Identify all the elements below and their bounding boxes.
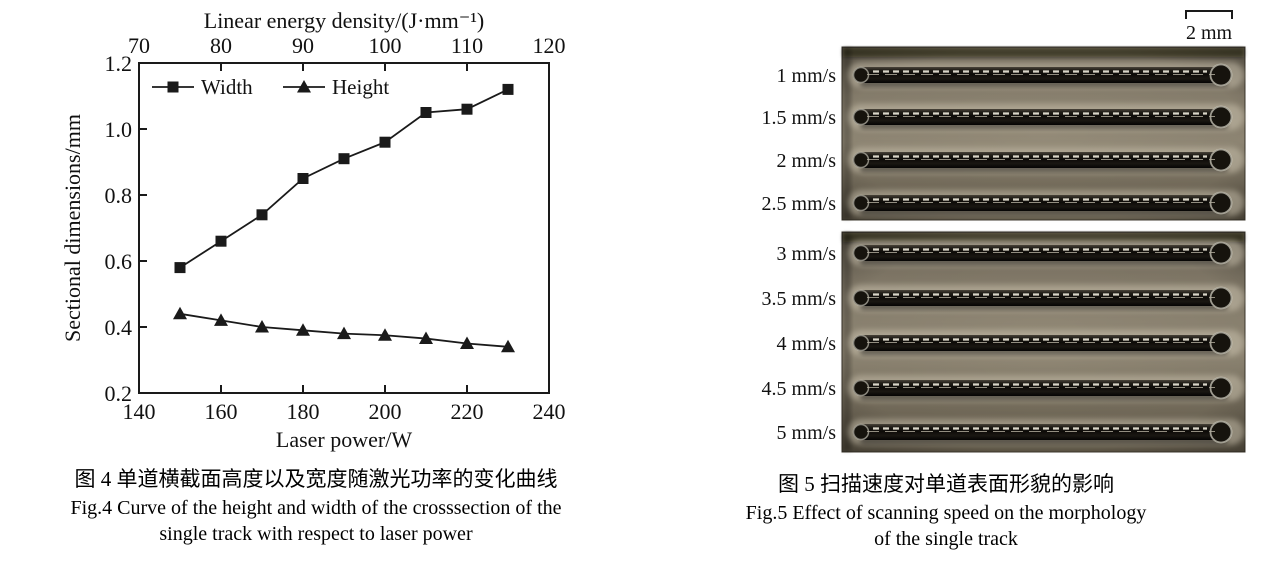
track-end-ball-left [853, 245, 869, 261]
photo-panel-top-shade [843, 48, 1244, 57]
width-data-point [215, 235, 227, 247]
legend-label-width: Width [201, 75, 253, 99]
scale-bar [1185, 10, 1233, 19]
x-axis-tick-label: 240 [533, 399, 566, 424]
top-axis-title: Linear energy density/(J·mm⁻¹) [204, 8, 485, 33]
fig5-caption-cn: 图 5 扫描速度对单道表面形貌的影响 [778, 472, 1114, 496]
fig5-caption-en-line2: of the single track [874, 528, 1018, 550]
speed-label: 1.5 mm/s [762, 107, 837, 129]
y-axis-tick-label: 0.2 [105, 381, 133, 406]
fig5-caption-en-line1: Fig.5 Effect of scanning speed on the mo… [745, 502, 1147, 524]
speed-label: 4.5 mm/s [762, 378, 837, 400]
track-end-ball-right [1210, 377, 1232, 399]
width-data-point [256, 209, 268, 221]
y-axis-tick-label: 1.2 [105, 51, 133, 76]
width-data-point [420, 107, 432, 118]
speed-label: 2 mm/s [777, 150, 837, 172]
photo-panel-left-shade [843, 233, 851, 451]
fig4-caption-en-line2: single track with respect to laser power [159, 523, 473, 545]
width-data-point [297, 173, 309, 184]
width-data-point [338, 153, 350, 165]
fig4-caption: 图 4 单道横截面高度以及宽度随激光功率的变化曲线 Fig.4 Curve of… [0, 464, 632, 547]
track-end-ball-right [1210, 242, 1232, 264]
height-data-point [296, 323, 310, 336]
track-end-ball-left [853, 380, 869, 396]
height-data-point [501, 339, 515, 353]
width-series-line [179, 88, 509, 269]
width-data-point [174, 262, 186, 274]
width-data-point [461, 103, 473, 115]
track-end-ball-right [1210, 192, 1232, 214]
speed-label: 4 mm/s [777, 333, 837, 355]
fig4-caption-en-line1: Fig.4 Curve of the height and width of t… [70, 497, 562, 519]
track-end-ball-right [1210, 149, 1232, 171]
photo-panel-left-shade [843, 48, 851, 219]
speed-label: 3.5 mm/s [762, 288, 837, 310]
height-data-point [337, 326, 351, 340]
x-axis-title: Laser power/W [276, 427, 412, 452]
top-axis-tick-label: 110 [451, 33, 483, 58]
y-axis-tick-label: 0.8 [105, 183, 133, 208]
height-data-point [419, 331, 433, 345]
width-data-point [502, 83, 514, 95]
scale-bar-label: 2 mm [1186, 22, 1233, 44]
plot-frame [138, 62, 550, 394]
fig5-photo-svg: 2 mm 1 mm/s 1.5 mm/s 2 mm/s 2.5 mm/s 3 mm/s 3.… [762, 10, 1246, 453]
fig4-caption-cn: 图 4 单道横截面高度以及宽度随激光功率的变化曲线 [74, 467, 558, 491]
speed-label: 5 mm/s [777, 422, 837, 444]
y-axis-tick-label: 0.4 [105, 315, 133, 340]
track-end-ball-right [1210, 106, 1232, 128]
x-axis-tick-label: 200 [369, 399, 402, 424]
photo-panel-top-shade [843, 233, 1244, 242]
track-end-ball-left [853, 195, 869, 211]
track-end-ball-right [1210, 64, 1232, 86]
x-axis-tick-label: 140 [123, 399, 156, 424]
track-end-ball-right [1210, 421, 1232, 443]
top-axis-tick-label: 90 [292, 33, 314, 58]
y-axis-title: Sectional dimensions/mm [60, 114, 85, 342]
y-axis-tick-label: 0.6 [105, 249, 133, 274]
y-axis-tick-label: 1.0 [105, 117, 133, 142]
height-data-point [378, 328, 392, 341]
x-axis-tick-label: 220 [451, 399, 484, 424]
track-end-ball-left [853, 335, 869, 351]
track-end-ball-right [1210, 287, 1232, 309]
track-end-ball-right [1210, 332, 1232, 354]
track-end-ball-left [853, 424, 869, 440]
legend-marker-width [167, 81, 179, 93]
x-axis-tick-label: 160 [205, 399, 238, 424]
speed-label: 2.5 mm/s [762, 193, 837, 215]
height-data-point [255, 320, 269, 333]
track-end-ball-left [853, 290, 869, 306]
width-data-point [379, 136, 391, 148]
height-data-point [460, 336, 474, 349]
legend-marker-height [297, 80, 311, 93]
track-end-ball-left [853, 67, 869, 83]
fig4-chart-svg: 140 160 180 200 220 240 70 80 90 100 110 120 0.2 0.4 0… [60, 8, 566, 452]
height-data-point [214, 313, 228, 326]
top-axis-tick-label: 100 [369, 33, 402, 58]
fig5-caption: 图 5 扫描速度对单道表面形貌的影响 Fig.5 Effect of scann… [636, 469, 1256, 552]
speed-label: 3 mm/s [777, 243, 837, 265]
legend-label-height: Height [332, 75, 389, 99]
track-end-ball-left [853, 152, 869, 168]
speed-label: 1 mm/s [777, 65, 837, 87]
x-axis-tick-label: 180 [287, 399, 320, 424]
top-axis-tick-label: 120 [533, 33, 566, 58]
track-end-ball-left [853, 109, 869, 125]
top-axis-tick-label: 70 [128, 33, 150, 58]
height-data-point [173, 306, 187, 320]
top-axis-tick-label: 80 [210, 33, 232, 58]
